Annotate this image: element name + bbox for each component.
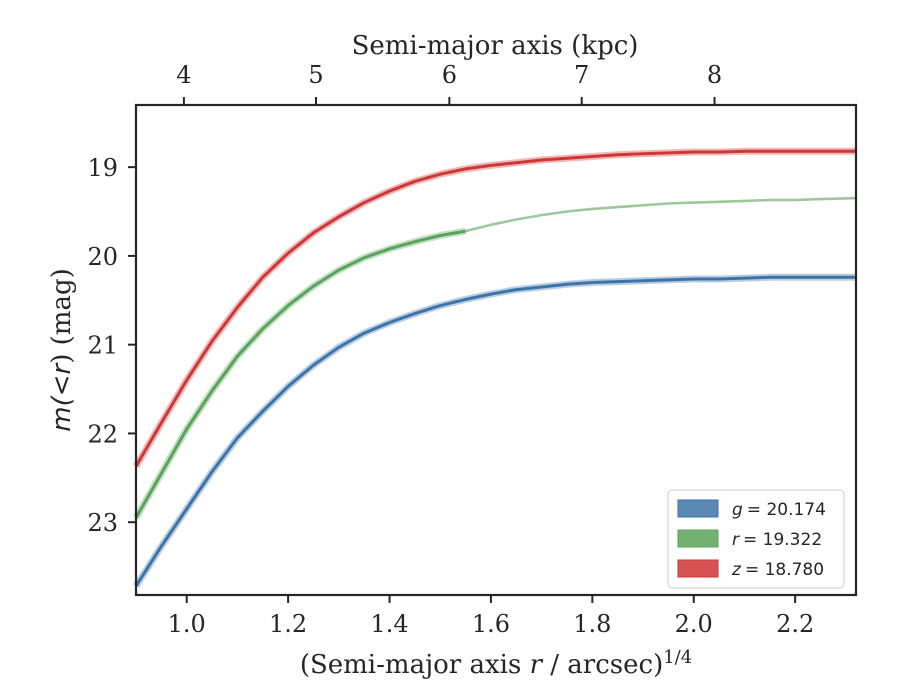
series-z-line [134, 149, 856, 468]
legend-swatch-g [677, 499, 719, 518]
legend: g = 20.174 r = 19.322 z = 18.780 [667, 489, 845, 589]
y-tick-label: 21 [87, 332, 118, 360]
y-tick-label: 20 [87, 243, 118, 271]
x-tick-label: 1.0 [168, 610, 206, 638]
legend-label-z: z = 18.780 [731, 560, 824, 580]
y-tick-label: 22 [87, 420, 118, 448]
x-tick-label: 2.2 [776, 610, 814, 638]
x-tick-label: 1.6 [472, 610, 510, 638]
y-tick-label: 19 [87, 154, 118, 182]
top-x-axis-title: Semi-major axis (kpc) [352, 31, 639, 61]
top-tick-label: 4 [176, 61, 191, 89]
x-tick-label: 1.4 [370, 610, 408, 638]
y-tick-label: 23 [87, 509, 118, 537]
bottom-x-axis-title: (Semi-major axis r / arcsec)1/4 [300, 647, 692, 680]
plot-lines [132, 147, 857, 588]
x-tick-label: 1.2 [269, 610, 307, 638]
legend-label-r: r = 19.322 [732, 530, 822, 550]
top-x-axis: 4 5 6 7 8 [176, 61, 722, 105]
series-g-line [134, 275, 856, 587]
legend-swatch-z [677, 559, 719, 578]
legend-label-g: g = 20.174 [732, 500, 826, 520]
top-tick-label: 5 [308, 61, 323, 89]
left-y-axis: 19 20 21 22 23 [87, 154, 136, 537]
series-r-line [134, 229, 466, 519]
y-axis-title: m(<r) (mag) [47, 268, 77, 431]
bottom-x-axis: 1.0 1.2 1.4 1.6 1.8 2.0 2.2 [168, 595, 814, 638]
top-tick-label: 6 [442, 61, 457, 89]
x-tick-label: 2.0 [675, 610, 713, 638]
series-r-extension-line [465, 196, 857, 233]
plot-frame [134, 103, 858, 597]
top-tick-label: 8 [707, 61, 722, 89]
x-tick-label: 1.8 [573, 610, 611, 638]
legend-swatch-r [677, 529, 719, 548]
series-z-band [132, 147, 856, 469]
top-tick-label: 7 [574, 61, 589, 89]
